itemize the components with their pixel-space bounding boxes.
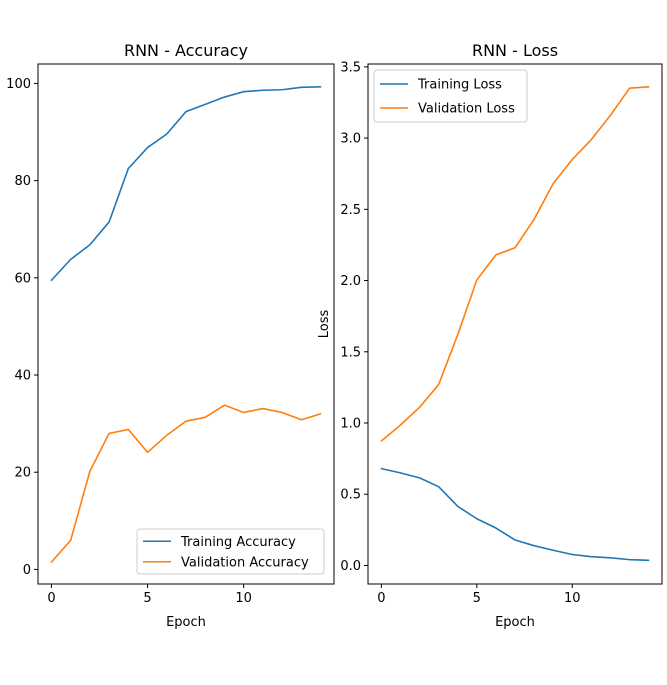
y-tick-label: 80 — [14, 174, 31, 189]
y-tick-label: 3.0 — [340, 132, 361, 147]
y-tick-label: 0.5 — [340, 488, 361, 503]
x-tick-label: 10 — [564, 591, 581, 606]
legend-box — [136, 528, 325, 575]
x-axis-label: Epoch — [495, 615, 535, 630]
x-tick-label: 5 — [473, 591, 481, 606]
legend-label: Validation Loss — [418, 102, 515, 117]
x-tick-label: 0 — [47, 591, 55, 606]
series-line-training-accuracy — [50, 86, 322, 282]
y-tick-label: 2.0 — [340, 274, 361, 289]
legend-label: Validation Accuracy — [181, 555, 309, 570]
series-line-validation-accuracy — [50, 404, 322, 563]
legend-label: Training Loss — [417, 78, 502, 93]
y-tick-label: 60 — [14, 271, 31, 286]
plot-frame — [367, 63, 663, 585]
y-tick-label: 0.0 — [340, 559, 361, 574]
y-tick-label: 100 — [6, 77, 31, 92]
y-tick-label: 40 — [14, 369, 31, 384]
x-tick-label: 0 — [377, 591, 385, 606]
y-axis-label: Loss — [317, 310, 332, 339]
plot-frame — [37, 63, 335, 585]
legend: Training Accuracy Validation Accuracy — [136, 528, 325, 575]
y-tick-label: 1.0 — [340, 417, 361, 432]
x-axis-label: Epoch — [166, 615, 206, 630]
y-tick-label: 1.5 — [340, 345, 361, 360]
loss-chart: 0 5 10 0.0 0.5 1.0 1.5 2.0 2.5 3.0 3.5 RNN - Loss Ep… — [317, 41, 663, 630]
y-tick-label: 20 — [14, 466, 31, 481]
series-line-validation-loss — [380, 85, 650, 442]
x-tick-label: 5 — [143, 591, 151, 606]
x-tick-label: 10 — [235, 591, 252, 606]
y-tick-label: 0 — [23, 563, 31, 578]
chart-title: RNN - Loss — [472, 41, 558, 60]
series-line-training-loss — [380, 467, 650, 562]
y-tick-label: 2.5 — [340, 203, 361, 218]
y-tick-label: 3.5 — [340, 60, 361, 75]
legend-box — [373, 69, 528, 123]
chart-title: RNN - Accuracy — [124, 41, 248, 60]
legend-label: Training Accuracy — [180, 535, 296, 550]
legend: Training Loss Validation Loss — [373, 69, 528, 123]
